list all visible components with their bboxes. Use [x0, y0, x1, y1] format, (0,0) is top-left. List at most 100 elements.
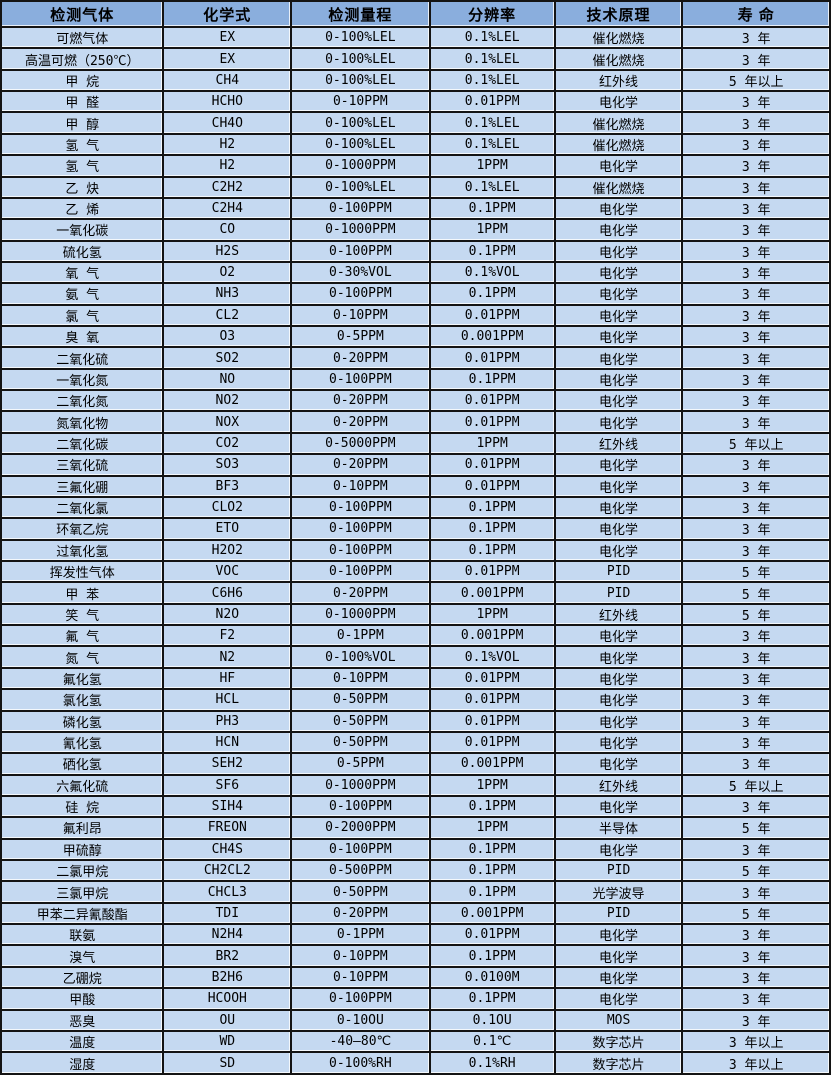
range-cell: 0-100PPM	[290, 282, 431, 306]
resolution-cell: 0.1%LEL	[428, 47, 556, 71]
lifespan-cell: 3 年以上	[681, 1051, 831, 1075]
table-row: 二氧化硫 SO2 0-20PPM 0.01PPM 电化学 3 年	[0, 346, 831, 370]
resolution-cell: 0.1PPM	[428, 538, 556, 563]
resolution-cell: 0.01PPM	[428, 474, 556, 498]
resolution-cell: 0.001PPM	[428, 752, 556, 776]
lifespan-cell: 3 年	[681, 987, 831, 1011]
formula-cell: NO2	[162, 389, 293, 413]
lifespan-cell: 3 年	[681, 837, 831, 862]
table-row: 挥发性气体 VOC 0-100PPM 0.01PPM PID 5 年	[0, 559, 831, 584]
range-cell: 0-20PPM	[290, 453, 431, 477]
formula-cell: NO	[162, 367, 293, 392]
header-row: 检测气体 化学式 检测量程 分辨率 技术原理寿 命	[0, 0, 831, 28]
principle-cell: 红外线	[553, 602, 684, 627]
gas-name-cell: 溴气	[0, 944, 165, 968]
gas-name-cell: 笑 气	[0, 602, 165, 627]
lifespan-cell: 5 年	[681, 901, 831, 926]
formula-cell: HCN	[162, 730, 293, 755]
formula-cell: ETO	[162, 517, 293, 541]
table-body: 可燃气体 EX 0-100%LEL 0.1%LEL 催化燃烧 3 年高温可燃（250℃） E…	[0, 25, 831, 1075]
resolution-cell: 0.1%LEL	[428, 111, 556, 135]
table-row: 硫化氢 H2S 0-100PPM 0.1PPM 电化学 3 年	[0, 239, 831, 263]
formula-cell: N2H4	[162, 923, 293, 947]
gas-name-cell: 氢 气	[0, 132, 165, 157]
range-cell: 0-1000PPM	[290, 154, 431, 178]
lifespan-cell: 5 年	[681, 559, 831, 584]
lifespan-cell: 3 年	[681, 645, 831, 669]
table-row: 甲 醛 HCHO 0-10PPM 0.01PPM 电化学 3 年	[0, 90, 831, 114]
principle-cell: 数字芯片	[553, 1029, 684, 1054]
lifespan-cell: 3 年	[681, 923, 831, 947]
principle-cell: 催化燃烧	[553, 111, 684, 135]
resolution-cell: 0.1℃	[428, 1029, 556, 1054]
table-row: 氢 气 H2 0-1000PPM 1PPM 电化学 3 年	[0, 154, 831, 178]
principle-cell: 光学波导	[553, 880, 684, 904]
resolution-cell: 0.1PPM	[428, 282, 556, 306]
resolution-cell: 0.1%VOL	[428, 645, 556, 669]
principle-cell: 催化燃烧	[553, 47, 684, 71]
table-row: 三氯甲烷 CHCL3 0-50PPM 0.1PPM 光学波导 3 年	[0, 880, 831, 904]
formula-cell: N2O	[162, 602, 293, 627]
gas-name-cell: 三氯甲烷	[0, 880, 165, 904]
lifespan-cell: 3 年	[681, 453, 831, 477]
table-row: 氯化氢 HCL 0-50PPM 0.01PPM 电化学 3 年	[0, 688, 831, 712]
table-row: 乙 炔 C2H2 0-100%LEL 0.1%LEL 催化燃烧 3 年	[0, 175, 831, 199]
table-row: 氮氧化物 NOX 0-20PPM 0.01PPM 电化学 3 年	[0, 410, 831, 434]
formula-cell: CH2CL2	[162, 858, 293, 883]
gas-name-cell: 一氧化碳	[0, 218, 165, 242]
gas-name-cell: 氯 气	[0, 303, 165, 328]
lifespan-cell: 3 年	[681, 90, 831, 114]
lifespan-cell: 3 年	[681, 25, 831, 50]
principle-cell: 电化学	[553, 303, 684, 328]
resolution-cell: 0.01PPM	[428, 453, 556, 477]
gas-name-cell: 过氧化氢	[0, 538, 165, 563]
resolution-cell: 0.1%LEL	[428, 132, 556, 157]
range-cell: 0-10PPM	[290, 303, 431, 328]
table-row: 氯 气 CL2 0-10PPM 0.01PPM 电化学 3 年	[0, 303, 831, 328]
formula-cell: EX	[162, 47, 293, 71]
resolution-cell: 0.01PPM	[428, 303, 556, 328]
table-row: 氨 气 NH3 0-100PPM 0.1PPM 电化学 3 年	[0, 282, 831, 306]
table-row: 硅 烷 SIH4 0-100PPM 0.1PPM 电化学 3 年	[0, 794, 831, 819]
gas-name-cell: 二氯甲烷	[0, 858, 165, 883]
gas-name-cell: 乙 炔	[0, 175, 165, 199]
lifespan-cell: 3 年	[681, 730, 831, 755]
formula-cell: HCHO	[162, 90, 293, 114]
table-row: 氟 气 F2 0-1PPM 0.001PPM 电化学 3 年	[0, 624, 831, 648]
table-row: 磷化氢 PH3 0-50PPM 0.01PPM 电化学 3 年	[0, 709, 831, 733]
resolution-cell: 0.001PPM	[428, 325, 556, 349]
resolution-cell: 0.1PPM	[428, 495, 556, 520]
range-cell: 0-2000PPM	[290, 816, 431, 840]
lifespan-cell: 3 年	[681, 218, 831, 242]
formula-cell: BF3	[162, 474, 293, 498]
table-row: 一氧化碳 CO 0-1000PPM 1PPM 电化学 3 年	[0, 218, 831, 242]
formula-cell: C6H6	[162, 581, 293, 605]
principle-cell: 电化学	[553, 367, 684, 392]
lifespan-cell: 3 年	[681, 709, 831, 733]
table-row: 乙硼烷 B2H6 0-10PPM 0.0100M 电化学 3 年	[0, 965, 831, 990]
principle-cell: 电化学	[553, 645, 684, 669]
table-row: 硒化氢 SEH2 0-5PPM 0.001PPM 电化学 3 年	[0, 752, 831, 776]
formula-cell: B2H6	[162, 965, 293, 990]
range-cell: 0-20PPM	[290, 901, 431, 926]
gas-name-cell: 二氧化碳	[0, 431, 165, 456]
lifespan-cell: 3 年	[681, 154, 831, 178]
formula-cell: H2	[162, 132, 293, 157]
range-cell: 0-100PPM	[290, 987, 431, 1011]
range-cell: 0-100PPM	[290, 239, 431, 263]
resolution-cell: 0.1%VOL	[428, 260, 556, 285]
resolution-cell: 0.01PPM	[428, 559, 556, 584]
formula-cell: CLO2	[162, 495, 293, 520]
gas-name-cell: 氢 气	[0, 154, 165, 178]
formula-cell: NH3	[162, 282, 293, 306]
range-cell: 0-100PPM	[290, 517, 431, 541]
column-header-2: 化学式	[162, 0, 293, 28]
resolution-cell: 0.01PPM	[428, 688, 556, 712]
resolution-cell: 0.0100M	[428, 965, 556, 990]
table-row: 氟利昂 FREON 0-2000PPM 1PPM 半导体 5 年	[0, 816, 831, 840]
gas-name-cell: 硒化氢	[0, 752, 165, 776]
table-row: 二氧化氮 NO2 0-20PPM 0.01PPM 电化学 3 年	[0, 389, 831, 413]
formula-cell: C2H2	[162, 175, 293, 199]
range-cell: 0-10OU	[290, 1008, 431, 1032]
formula-cell: H2	[162, 154, 293, 178]
